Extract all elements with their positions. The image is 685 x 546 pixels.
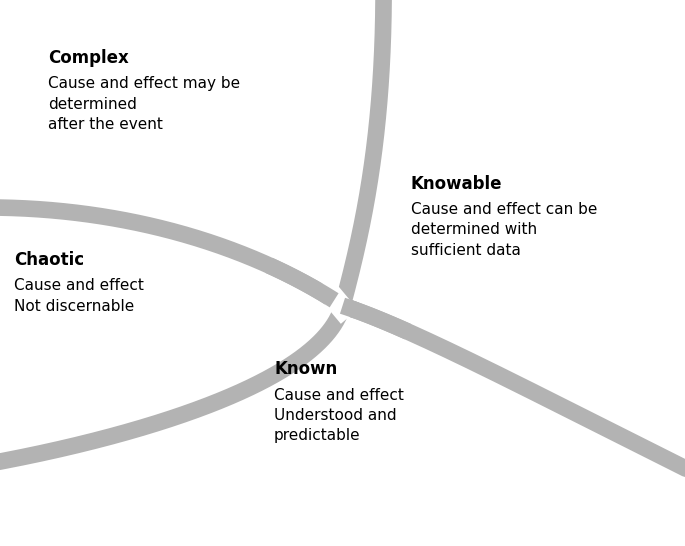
Text: Knowable: Knowable (411, 175, 503, 193)
Text: Cause and effect
Not discernable: Cause and effect Not discernable (14, 278, 144, 314)
Text: Complex: Complex (48, 49, 129, 67)
Text: Known: Known (274, 360, 337, 378)
Text: Chaotic: Chaotic (14, 251, 84, 269)
Text: Cause and effect may be
determined
after the event: Cause and effect may be determined after… (48, 76, 240, 132)
Text: Cause and effect can be
determined with
sufficient data: Cause and effect can be determined with … (411, 202, 597, 258)
Text: Cause and effect
Understood and
predictable: Cause and effect Understood and predicta… (274, 388, 404, 443)
